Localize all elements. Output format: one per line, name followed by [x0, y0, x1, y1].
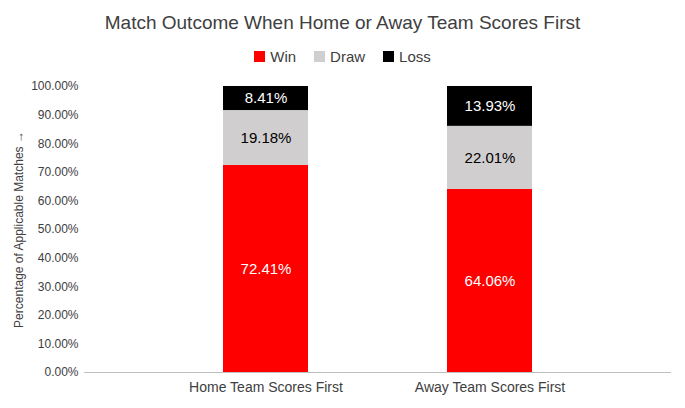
svg-text:72.41%: 72.41% [241, 260, 292, 277]
svg-text:100.00%: 100.00% [31, 79, 79, 93]
html-text:Loss: Loss [399, 47, 431, 65]
svg-text:70.00%: 70.00% [38, 165, 79, 179]
svg-text:13.93%: 13.93% [465, 97, 516, 114]
svg-text:22.01%: 22.01% [465, 149, 516, 166]
html-text:Win: Win [270, 47, 297, 65]
svg-text:19.18%: 19.18% [241, 129, 292, 146]
svg-text:90.00%: 90.00% [38, 108, 79, 122]
svg-text:40.00%: 40.00% [38, 251, 79, 265]
svg-text:60.00%: 60.00% [38, 194, 79, 208]
svg-text:Percentage of Applicable Match: Percentage of Applicable Matches → [12, 131, 26, 328]
svg-text:20.00%: 20.00% [38, 308, 79, 322]
svg-text:10.00%: 10.00% [38, 337, 79, 351]
svg-text:0.00%: 0.00% [44, 365, 78, 379]
svg-text:80.00%: 80.00% [38, 137, 79, 151]
svg-text:64.06%: 64.06% [465, 272, 516, 289]
svg-text:50.00%: 50.00% [38, 222, 79, 236]
svg-text:8.41%: 8.41% [245, 89, 288, 106]
svg-text:30.00%: 30.00% [38, 280, 79, 294]
html-text:Draw: Draw [330, 47, 366, 65]
html-text:Match Outcome When Home or Awa: Match Outcome When Home or Away Team Sco… [104, 12, 581, 33]
svg-text:Home Team Scores First: Home Team Scores First [189, 379, 343, 395]
svg-text:Away Team Scores First: Away Team Scores First [415, 379, 566, 395]
